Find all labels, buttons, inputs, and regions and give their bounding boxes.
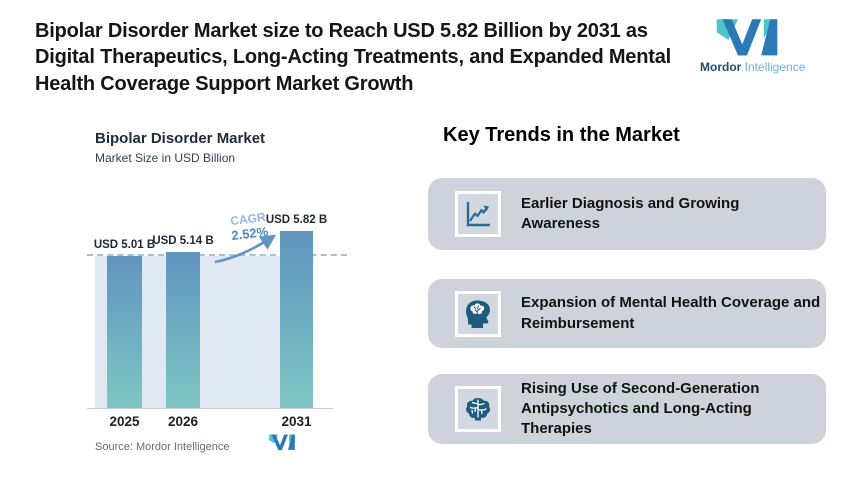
x-tick-label: 2031 (281, 414, 312, 429)
mordor-intelligence-mini-logo-icon (269, 434, 295, 450)
trend-icon-box (455, 386, 501, 432)
x-tick-label: 2026 (167, 414, 199, 429)
trend-icon-box (455, 290, 501, 337)
chart-subtitle: Market Size in USD Billion (95, 151, 236, 165)
bar-value-label: USD 5.82 B (265, 214, 328, 226)
brand-logo: Mordor Intelligence (700, 18, 805, 74)
head-brain-icon (466, 300, 490, 328)
market-size-chart: Bipolar Disorder Market Market Size in U… (80, 128, 380, 473)
chart-title: Bipolar Disorder Market (95, 130, 266, 147)
brand-name-secondary: Intelligence (744, 60, 806, 74)
brand-name-primary: Mordor (700, 60, 742, 74)
trend-label: Earlier Diagnosis and Growing Awareness (521, 194, 740, 232)
reference-dashed-line (87, 254, 347, 256)
x-axis-line (87, 408, 333, 409)
trend-icon-box (455, 191, 501, 237)
bar-2025 (107, 256, 142, 408)
bar-value-label: USD 5.14 B (152, 235, 214, 247)
mordor-intelligence-logo-icon (716, 19, 778, 56)
page-title: Bipolar Disorder Market size to Reach US… (35, 20, 671, 95)
trend-card-antipsychotics: Rising Use of Second-Generation Antipsyc… (428, 374, 826, 444)
brand-name: Mordor Intelligence (700, 60, 805, 74)
line-chart-icon (466, 202, 490, 227)
brain-icon (466, 398, 491, 421)
x-tick-label: 2025 (109, 414, 140, 429)
bar-2031 (280, 231, 313, 408)
trend-label: Rising Use of Second-Generation Antipsyc… (521, 379, 760, 438)
trends-heading: Key Trends in the Market (443, 124, 680, 146)
cagr-arrow-icon (214, 234, 277, 264)
trend-card-earlier-diagnosis: Earlier Diagnosis and Growing Awareness (428, 178, 826, 250)
trend-card-coverage-expansion: Expansion of Mental Health Coverage and … (428, 279, 826, 348)
source-note: Source: Mordor Intelligence (95, 441, 230, 453)
trend-label: Expansion of Mental Health Coverage and … (521, 294, 821, 332)
bar-value-label: USD 5.01 B (93, 239, 156, 251)
bar-2026 (166, 252, 200, 408)
